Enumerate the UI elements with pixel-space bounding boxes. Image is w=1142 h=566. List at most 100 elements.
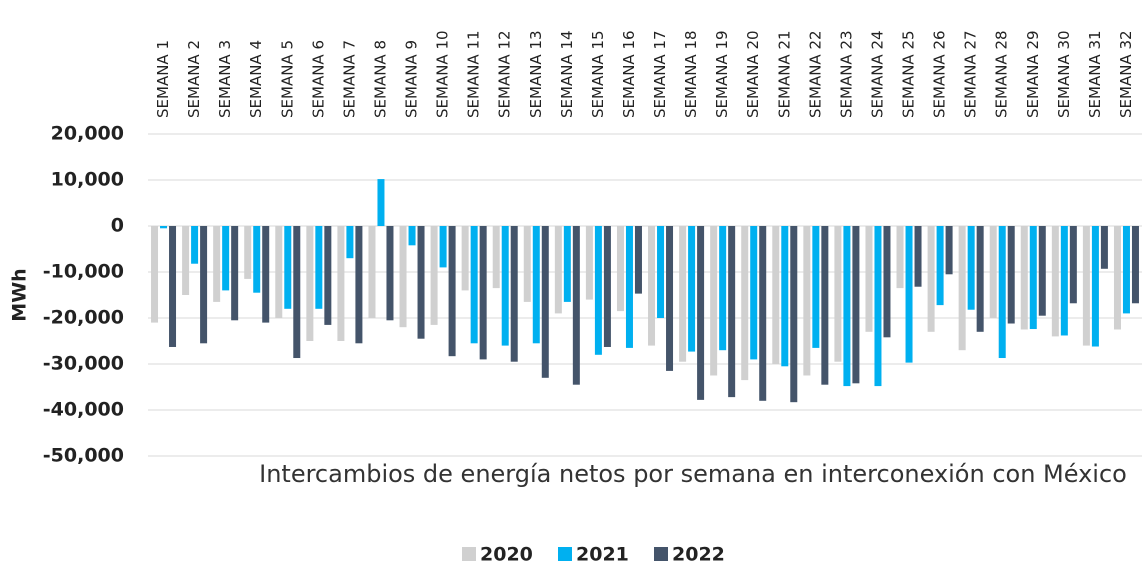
bar [759,226,767,401]
bar [368,226,376,318]
bar [284,226,292,309]
bar [989,226,997,318]
bar [231,226,239,321]
x-tick-label: SEMANA 11 [465,30,483,118]
x-tick-label: SEMANA 15 [589,30,607,118]
bar [200,226,208,344]
bar [958,226,966,351]
bar [852,226,860,384]
bar [222,226,230,291]
bar [461,226,469,291]
x-tick-label: SEMANA 7 [340,40,358,118]
x-tick-label: SEMANA 9 [403,40,421,118]
bar [914,226,922,287]
x-tick-label: SEMANA 10 [434,30,452,118]
bar [1029,226,1037,330]
x-tick-label: SEMANA 29 [1024,30,1042,118]
legend-label: 2021 [576,544,629,566]
bar [213,226,221,302]
bar [998,226,1006,359]
bar [448,226,456,357]
bar [585,226,593,300]
x-tick-label: SEMANA 20 [744,30,762,118]
bar [324,226,332,325]
bar [337,226,345,341]
x-tick-label: SEMANA 2 [185,40,203,118]
bar [563,226,571,302]
x-tick-label: SEMANA 28 [993,30,1011,118]
x-tick-label: SEMANA 4 [247,40,265,118]
bar [905,226,913,363]
x-tick-label: SEMANA 22 [806,30,824,118]
bar [657,226,665,318]
x-tick-label: SEMANA 12 [496,30,514,118]
bar [790,226,798,403]
x-tick-label: SEMANA 3 [216,40,234,118]
bar [781,226,789,367]
bar [821,226,829,385]
bar [648,226,656,346]
bar [741,226,749,381]
bar [594,226,602,355]
chart-title: Intercambios de energía netos por semana… [259,460,1127,488]
y-tick-label: -10,000 [43,261,124,283]
bar [679,226,687,362]
bar [541,226,549,378]
x-tick-label: SEMANA 1 [154,40,172,118]
bar [843,226,851,387]
legend-label: 2022 [672,544,725,566]
legend-swatch [654,547,668,561]
bar [625,226,633,348]
bar [1051,226,1059,337]
y-tick-label: 0 [111,215,124,237]
x-tick-label: SEMANA 24 [868,30,886,118]
bar [1113,226,1121,330]
bar [750,226,758,360]
bar [1060,226,1068,336]
x-tick-label: SEMANA 6 [309,40,327,118]
bar [470,226,478,344]
bar [803,226,811,376]
bar [710,226,718,376]
bar [1100,226,1108,269]
legend-swatch [558,547,572,561]
bar [634,226,642,294]
bar [812,226,820,348]
bar [346,226,354,259]
bar [306,226,314,341]
bar [439,226,447,268]
bar [874,226,882,387]
x-tick-label: SEMANA 31 [1086,30,1104,118]
x-tick-label: SEMANA 23 [837,30,855,118]
x-tick-label: SEMANA 8 [371,40,389,118]
x-tick-label: SEMANA 25 [900,30,918,118]
bar [772,226,780,364]
bar [666,226,674,371]
bar [169,226,177,347]
x-tick-label: SEMANA 27 [962,30,980,118]
bar [492,226,500,289]
bar [523,226,531,302]
bar [399,226,407,328]
x-tick-label: SEMANA 17 [651,30,669,118]
bar [1007,226,1015,324]
bar [315,226,323,309]
bar [182,226,190,295]
bar [408,226,416,246]
bar [191,226,199,264]
bar [927,226,935,332]
bar [883,226,891,338]
bar [417,226,425,339]
bar [253,226,261,293]
x-tick-label: SEMANA 13 [527,30,545,118]
y-tick-label: -50,000 [43,445,124,467]
bar [377,179,385,226]
bar [1131,226,1139,304]
y-axis-label: MWh [9,268,31,321]
bar [151,226,159,323]
bar [532,226,540,344]
x-tick-label: SEMANA 30 [1055,30,1073,118]
x-tick-label: SEMANA 19 [713,30,731,118]
bar [1038,226,1046,316]
